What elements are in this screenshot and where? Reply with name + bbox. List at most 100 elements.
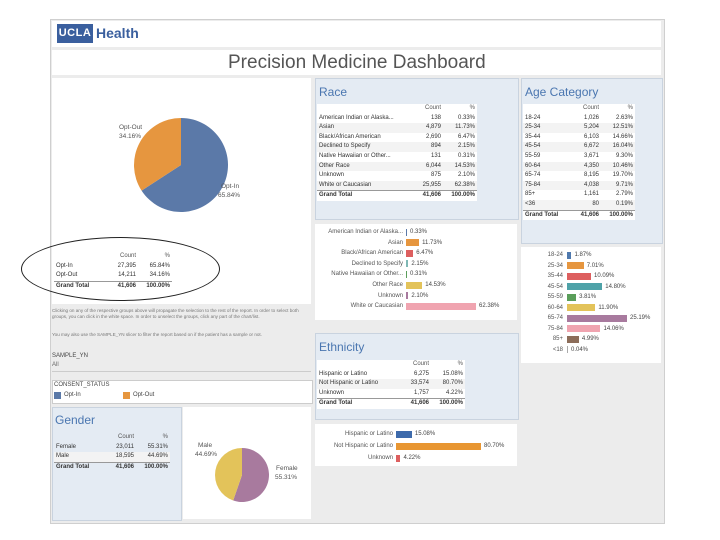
- pie-slice-optout[interactable]: [134, 118, 181, 191]
- bar-label: 65-74: [547, 315, 563, 321]
- consent-pie-pct-optout: 34.16%: [119, 133, 141, 140]
- legend-item-optin[interactable]: Opt-In: [64, 392, 81, 398]
- table-row[interactable]: 35-44 6,103 14.66%: [525, 133, 633, 140]
- bar-2[interactable]: [396, 454, 401, 462]
- sample-filter[interactable]: All: [52, 362, 59, 368]
- table-row[interactable]: 18-24 1,026 2.63%: [525, 114, 633, 121]
- bar-value: 10.09%: [594, 273, 615, 279]
- consent-pie-label-optin: Opt-In: [221, 183, 239, 190]
- bar-1[interactable]: [406, 239, 420, 247]
- table-row[interactable]: Native Hawaiian or Other... 131 0.31%: [319, 152, 475, 159]
- bar-value: 15.08%: [414, 431, 436, 437]
- table-row[interactable]: American Indian or Alaska... 138 0.33%: [319, 114, 475, 121]
- table-row[interactable]: Grand Total 41,606 100.00%: [317, 398, 465, 409]
- table-row[interactable]: Unknown 1,757 4.22%: [319, 389, 463, 396]
- table-row[interactable]: Grand Total 41,606 100.00%: [523, 209, 635, 221]
- table-row[interactable]: 75-84 4,038 9.71%: [523, 180, 635, 191]
- pie-slice-male[interactable]: [215, 448, 242, 501]
- bar-value: 6.47%: [416, 250, 434, 257]
- bar-2[interactable]: [406, 249, 414, 257]
- table-row[interactable]: Black/African American 2,690 6.47%: [319, 133, 475, 140]
- gender-pie-pct-male: 44.69%: [195, 451, 217, 458]
- table-row[interactable]: Grand Total 41,606 100.00%: [317, 190, 477, 201]
- consent-pie-chart[interactable]: Opt-Out 34.16% Opt-In 65.84%: [52, 78, 311, 304]
- bar-value: 0.31%: [410, 271, 428, 278]
- table-row[interactable]: 60-64 4,350 10.46%: [523, 161, 635, 172]
- bar-value: 80.70%: [484, 443, 505, 449]
- bar-7[interactable]: [567, 325, 601, 332]
- pie-slice-optin[interactable]: [141, 118, 228, 212]
- instruction-note-2: You may also use the SAMPLE_YN slicer to…: [52, 332, 262, 337]
- bar-label: Unknown: [377, 292, 403, 299]
- table-row[interactable]: Male 18,595 44.69%: [54, 452, 170, 463]
- age-title: Age Category: [525, 85, 599, 99]
- bar-0[interactable]: [396, 430, 412, 438]
- ethnicity-title: Ethnicity: [319, 340, 365, 354]
- table-row[interactable]: Not Hispanic or Latino 33,574 80.70%: [317, 379, 465, 389]
- bar-label: 75-84: [547, 325, 563, 332]
- logo-bar: [52, 21, 661, 47]
- table-row[interactable]: 45-54 6,672 16.04%: [523, 142, 635, 152]
- bar-value: 11.90%: [598, 304, 619, 311]
- table-row[interactable]: 55-59 3,671 9.30%: [525, 152, 633, 159]
- col-header: Count: [424, 105, 441, 111]
- race-table[interactable]: Count% American Indian or Alaska... 138 0.…: [317, 104, 477, 201]
- legend-swatch-optin: [54, 392, 61, 399]
- ethnicity-table[interactable]: Count% Hispanic or Latino 6,275 15.08% Not…: [317, 360, 465, 409]
- consent-pie-pct-optin: 65.84%: [218, 192, 240, 199]
- bar-5[interactable]: [567, 304, 596, 311]
- pie-slice-female[interactable]: [233, 448, 269, 502]
- table-row[interactable]: Asian 4,879 11.73%: [317, 123, 477, 133]
- gender-table[interactable]: Count% Female 23,011 55.31% Male 18,595 44.6…: [54, 433, 170, 473]
- bar-value: 1.87%: [574, 252, 592, 258]
- table-row[interactable]: Hispanic or Latino 6,275 15.08%: [319, 370, 463, 377]
- bar-4[interactable]: [567, 293, 577, 301]
- bar-label: 55-59: [547, 294, 563, 300]
- bar-1[interactable]: [396, 442, 481, 450]
- table-row[interactable]: Unknown 875 2.10%: [319, 172, 475, 179]
- bar-5[interactable]: [406, 281, 423, 289]
- table-row[interactable]: Declined to Specify 894 2.15%: [317, 142, 477, 152]
- bar-3[interactable]: [567, 283, 603, 290]
- bar-6[interactable]: [406, 292, 409, 300]
- table-row[interactable]: 65-74 8,195 19.70%: [525, 172, 633, 179]
- bar-value: 0.04%: [571, 346, 589, 353]
- race-title: Race: [319, 85, 348, 99]
- bar-3[interactable]: [406, 260, 409, 268]
- bar-1[interactable]: [567, 262, 584, 269]
- annotation-ellipse: [21, 237, 220, 301]
- bar-label: American Indian or Alaska...: [328, 229, 403, 235]
- table-row[interactable]: Other Race 6,044 14.53%: [317, 161, 477, 172]
- table-row[interactable]: Grand Total 41,606 100.00%: [54, 461, 170, 473]
- bar-label: White or Caucasian: [350, 303, 403, 310]
- table-row[interactable]: 25-34 5,204 12.51%: [523, 123, 635, 133]
- divider: [52, 371, 311, 372]
- legend-swatch-optout: [123, 392, 130, 399]
- col-header: Count: [412, 361, 429, 367]
- bar-0[interactable]: [406, 228, 407, 236]
- bar-value: 62.38%: [479, 303, 500, 310]
- table-row[interactable]: White or Caucasian 25,955 62.38%: [317, 180, 477, 191]
- bar-value: 7.01%: [586, 262, 604, 269]
- bar-label: 45-54: [547, 283, 563, 290]
- bar-8[interactable]: [567, 335, 579, 343]
- age-table[interactable]: Count% 18-24 1,026 2.63% 25-34 5,204 12.51% …: [523, 104, 635, 221]
- bar-label: 25-34: [547, 262, 563, 269]
- table-row[interactable]: 85+ 1,161 2.79%: [525, 191, 633, 198]
- bar-7[interactable]: [406, 302, 476, 310]
- bar-9[interactable]: [567, 346, 568, 353]
- bar-label: Declined to Specify: [351, 260, 403, 267]
- page-title: Precision Medicine Dashboard: [228, 52, 486, 73]
- bar-label: Unknown: [367, 455, 393, 461]
- table-row[interactable]: <36 80 0.19%: [523, 199, 635, 211]
- legend-item-optout[interactable]: Opt-Out: [133, 392, 155, 398]
- bar-value: 14.06%: [603, 325, 624, 332]
- gender-pie-chart[interactable]: Male 44.69% Female 55.31%: [183, 407, 311, 519]
- consent-status-legend: [52, 380, 313, 404]
- bar-6[interactable]: [567, 314, 627, 322]
- instruction-note: Clicking on any of the respective groups…: [52, 308, 299, 319]
- table-row[interactable]: Female 23,011 55.31%: [56, 443, 168, 450]
- bar-0[interactable]: [567, 251, 572, 259]
- bar-4[interactable]: [406, 270, 407, 278]
- bar-2[interactable]: [567, 272, 592, 280]
